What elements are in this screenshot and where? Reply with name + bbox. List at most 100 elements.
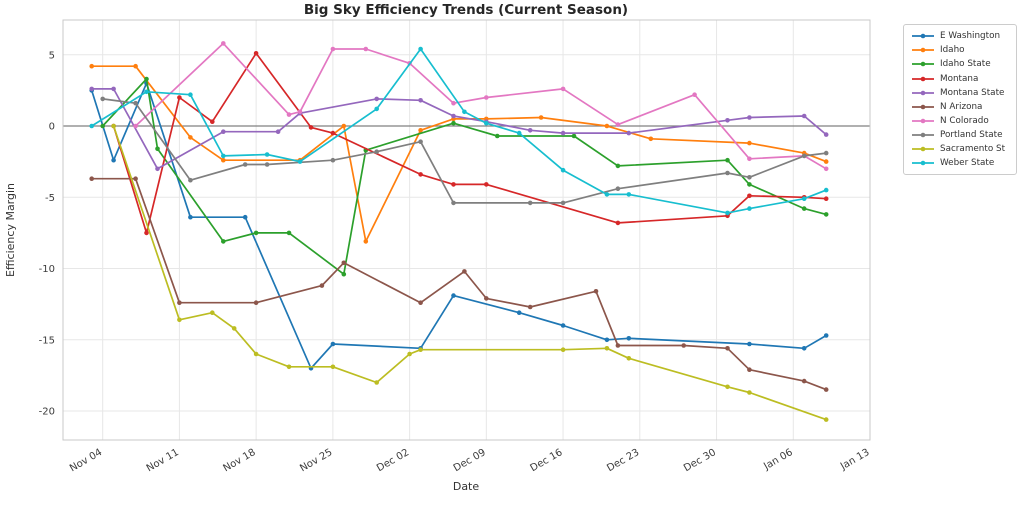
data-point	[221, 239, 226, 244]
data-point	[177, 300, 182, 306]
data-point	[604, 346, 610, 351]
x-tick-label: Nov 18	[221, 447, 257, 474]
data-point	[188, 135, 193, 140]
data-point	[221, 157, 226, 163]
data-point	[527, 128, 533, 133]
data-point	[253, 230, 259, 236]
data-point	[560, 200, 566, 206]
data-point	[681, 343, 686, 348]
legend-label: Idaho	[940, 45, 965, 56]
legend-line-swatch	[912, 90, 934, 95]
data-point	[89, 123, 94, 129]
legend-item-weber-state: Weber State	[911, 157, 1010, 170]
legend-label: Weber State	[940, 158, 995, 169]
x-tick-label: Jan 13	[838, 447, 871, 473]
x-tick-label: Nov 11	[145, 447, 181, 474]
data-point	[823, 132, 829, 137]
series-n-arizona	[89, 176, 829, 392]
data-point	[451, 182, 456, 187]
legend-line-swatch	[912, 48, 934, 53]
x-tick-label: Nov 25	[298, 447, 334, 474]
data-point	[100, 123, 105, 129]
chart-title: Big Sky Efficiency Trends (Current Seaso…	[304, 2, 628, 18]
series-portland-state	[100, 96, 829, 206]
data-point	[133, 176, 138, 181]
data-point	[747, 193, 752, 199]
data-point	[747, 156, 752, 162]
data-point	[747, 175, 752, 180]
data-point	[188, 214, 193, 220]
data-point	[133, 100, 138, 106]
data-point	[221, 41, 226, 46]
data-point	[451, 120, 456, 126]
data-point	[560, 347, 566, 353]
data-point	[604, 192, 610, 197]
data-point	[297, 159, 303, 164]
data-point	[615, 343, 621, 348]
data-point	[560, 167, 566, 173]
data-point	[144, 76, 149, 82]
data-point	[725, 118, 730, 123]
data-point	[177, 95, 182, 100]
series-weber-state	[89, 46, 829, 216]
x-tick-label: Dec 30	[682, 447, 718, 474]
data-point	[451, 100, 456, 106]
data-point	[725, 384, 730, 390]
x-tick-label: Dec 09	[452, 447, 488, 474]
data-point	[484, 95, 489, 100]
data-point	[725, 157, 730, 163]
data-point	[495, 133, 500, 139]
data-point	[308, 125, 314, 130]
data-point	[418, 139, 423, 144]
data-point	[210, 310, 215, 316]
y-tick-label: -5	[45, 193, 55, 204]
legend: E Washington Idaho Idaho State Montana Monta…	[903, 24, 1017, 176]
data-point	[111, 157, 116, 163]
data-point	[538, 115, 544, 120]
data-point	[363, 239, 369, 244]
data-point	[626, 336, 632, 341]
x-tick-label: Dec 23	[605, 447, 641, 474]
series-sacramento-st	[111, 123, 829, 422]
data-point	[374, 96, 380, 102]
legend-label: Idaho State	[940, 59, 991, 70]
data-point	[692, 92, 697, 97]
data-point	[626, 130, 632, 136]
legend-label: Montana	[940, 73, 979, 84]
data-point	[100, 96, 105, 102]
data-point	[725, 210, 730, 216]
data-point	[801, 378, 807, 384]
y-tick-label: -15	[39, 335, 55, 346]
data-point	[604, 337, 610, 343]
y-axis-label: Efficiency Margin	[4, 183, 17, 277]
x-tick-label: Dec 16	[529, 447, 565, 474]
data-point	[747, 390, 752, 395]
data-point	[210, 119, 215, 124]
data-point	[264, 152, 270, 157]
data-point	[823, 187, 829, 193]
data-point	[593, 289, 599, 294]
series-idaho	[89, 63, 829, 244]
data-point	[560, 130, 566, 136]
data-point	[801, 346, 807, 351]
data-point	[451, 293, 456, 298]
data-point	[407, 351, 412, 357]
legend-item-n-arizona: N Arizona	[911, 100, 1010, 113]
data-point	[341, 271, 347, 277]
data-point	[418, 128, 423, 133]
series-montana	[111, 51, 829, 236]
data-point	[330, 46, 336, 52]
data-point	[286, 364, 292, 370]
data-point	[275, 129, 281, 134]
x-axis-label: Date	[453, 480, 480, 493]
plot-border	[62, 19, 871, 441]
data-point	[801, 153, 807, 159]
legend-item-montana-state: Montana State	[911, 86, 1010, 99]
data-point	[801, 206, 807, 211]
legend-label: Portland State	[940, 129, 1003, 140]
data-point	[451, 200, 456, 206]
data-point	[462, 109, 467, 115]
data-point	[418, 347, 423, 353]
data-point	[330, 157, 336, 163]
data-point	[823, 196, 829, 201]
